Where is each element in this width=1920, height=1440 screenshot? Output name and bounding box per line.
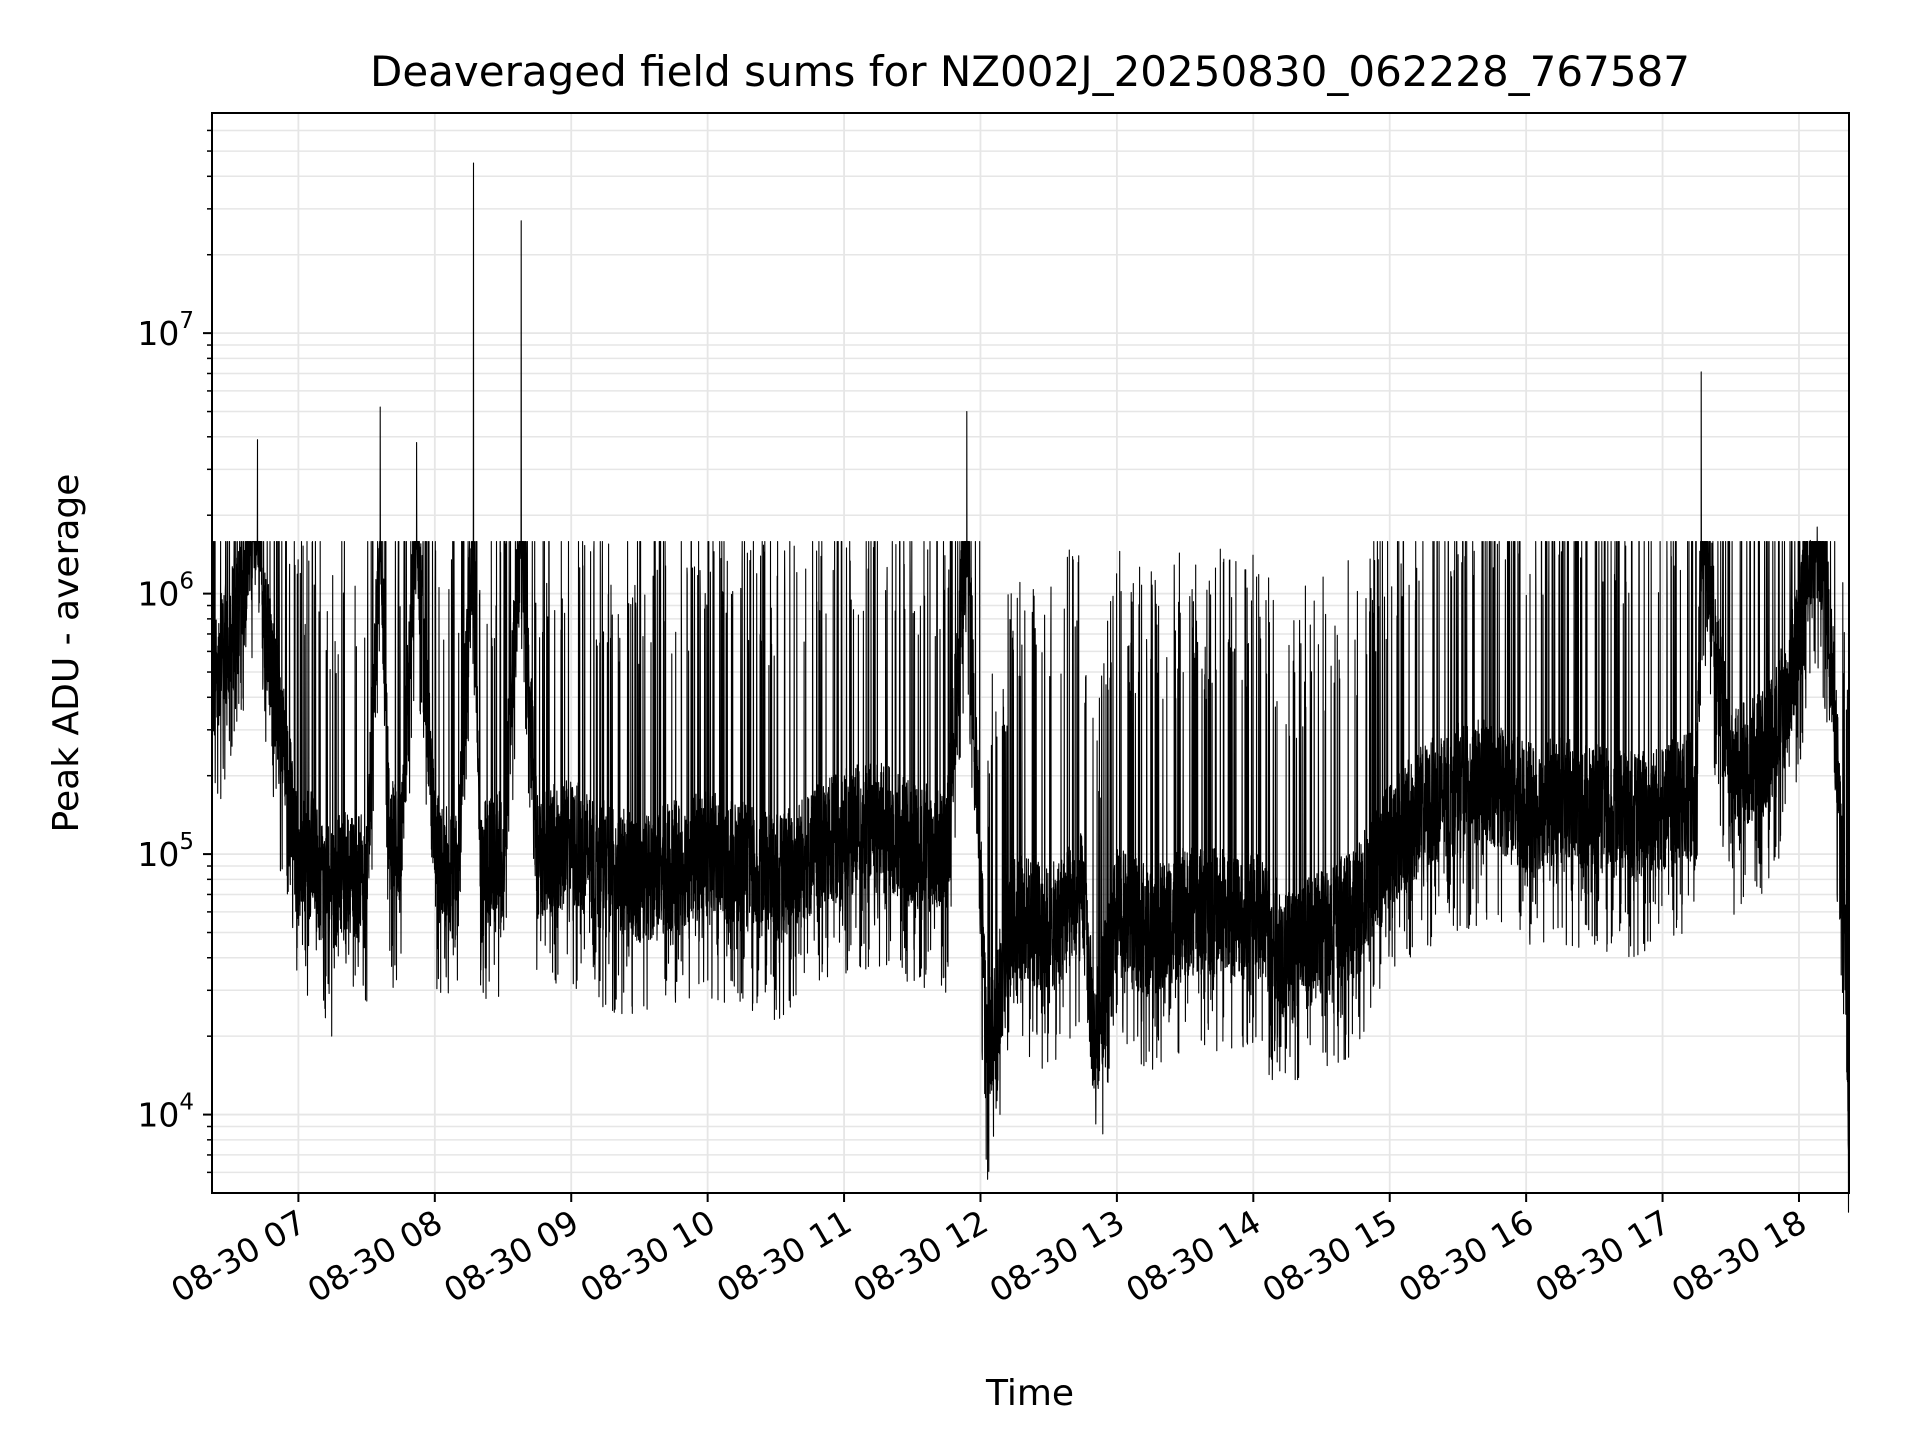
x-tick-label: 08-30 18: [1665, 1202, 1813, 1310]
y-tick-exponent: 6: [179, 569, 194, 595]
x-tick-label: 08-30 16: [1392, 1202, 1540, 1310]
x-tick-label: 08-30 10: [574, 1202, 722, 1310]
y-tick-label: 107: [137, 308, 194, 353]
y-tick-label: 106: [137, 569, 194, 614]
x-tick-label: 08-30 12: [846, 1202, 994, 1310]
x-tick-label: 08-30 13: [983, 1202, 1131, 1310]
x-tick-label: 08-30 08: [301, 1202, 449, 1310]
y-tick-exponent: 4: [179, 1090, 194, 1116]
y-tick-base: 10: [137, 835, 179, 874]
y-tick-base: 10: [137, 1096, 179, 1135]
x-tick-label: 08-30 14: [1119, 1202, 1267, 1310]
x-tick-label: 08-30 17: [1529, 1202, 1677, 1310]
chart-title: Deaveraged field sums for NZ002J_2025083…: [370, 47, 1690, 96]
x-tick-label: 08-30 11: [710, 1202, 858, 1310]
series-layer: [211, 162, 1850, 1213]
x-axis-label: Time: [985, 1373, 1074, 1414]
y-tick-base: 10: [137, 314, 179, 353]
x-tick-label: 08-30 09: [437, 1202, 585, 1310]
y-tick-base: 10: [137, 575, 179, 614]
y-tick-exponent: 5: [179, 829, 194, 855]
y-axis-label: Peak ADU - average: [46, 474, 87, 833]
y-tick-label: 104: [137, 1090, 194, 1135]
x-tick-label: 08-30 15: [1256, 1202, 1404, 1310]
y-tick-label: 105: [137, 829, 194, 874]
x-tick-label: 08-30 07: [164, 1202, 312, 1310]
series-line-0: [211, 162, 1850, 1213]
plot-frame: [211, 112, 1850, 1194]
y-tick-exponent: 7: [179, 308, 194, 334]
